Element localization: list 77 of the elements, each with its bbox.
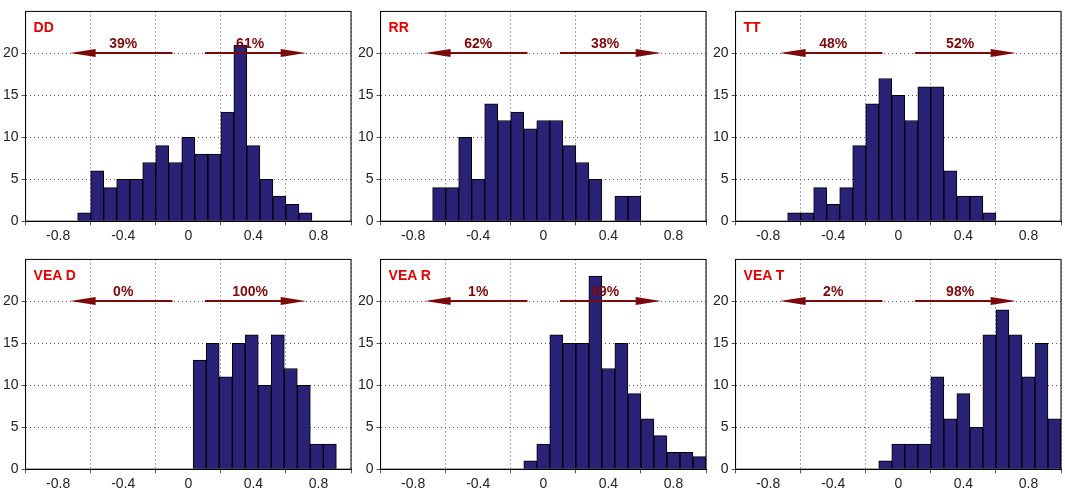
y-tick-label: 15 (357, 334, 374, 351)
x-tick-label: 0.8 (308, 475, 329, 492)
x-tick-label: 0.4 (243, 227, 264, 244)
text: DD (33, 19, 54, 36)
y-tick-label: 15 (2, 86, 19, 103)
x-tick-label: 0 (184, 227, 193, 244)
x-tick-label: -0.4 (821, 227, 846, 244)
x-tick-label: -0.8 (401, 475, 426, 492)
annotation: 52% (946, 35, 975, 52)
y-tick-label: 20 (712, 292, 729, 309)
y-tick-label: 15 (2, 334, 19, 351)
text: VEA T (743, 267, 785, 284)
annotation: 48% (819, 35, 848, 52)
x-tick-label: 0 (184, 475, 193, 492)
x-tick-label: 0 (894, 227, 903, 244)
y-tick-label: 0 (720, 460, 729, 477)
x-tick-label: -0.8 (756, 227, 781, 244)
annotation: 100% (232, 283, 269, 300)
x-tick-label: 0.4 (598, 475, 619, 492)
y-tick-label: 0 (365, 212, 374, 229)
annotation: 62% (464, 35, 493, 52)
y-tick-label: 20 (2, 292, 19, 309)
x-tick-label: -0.4 (466, 475, 491, 492)
y-tick-label: 5 (365, 170, 374, 187)
annotation: 38% (591, 35, 620, 52)
x-tick-label: 0.8 (1018, 227, 1039, 244)
x-tick-label: 0.4 (953, 227, 974, 244)
y-tick-label: 15 (712, 86, 729, 103)
x-tick-label: 0.8 (1018, 475, 1039, 492)
annotation: 39% (109, 35, 138, 52)
x-tick-label: -0.8 (46, 227, 71, 244)
x-tick-label: 0.4 (243, 475, 264, 492)
text: VEA R (388, 267, 431, 284)
y-tick-label: 10 (2, 128, 19, 145)
y-tick-label: 15 (712, 334, 729, 351)
y-tick-label: 5 (720, 418, 729, 435)
x-tick-label: 0.8 (663, 475, 684, 492)
y-tick-label: 0 (720, 212, 729, 229)
x-tick-label: 0.8 (663, 227, 684, 244)
y-tick-label: 10 (357, 128, 374, 145)
y-tick-label: 5 (10, 170, 19, 187)
x-tick-label: 0.4 (598, 227, 619, 244)
y-tick-label: 10 (2, 376, 19, 393)
x-tick-label: 0 (539, 475, 548, 492)
y-tick-label: 20 (712, 44, 729, 61)
x-tick-label: -0.4 (821, 475, 846, 492)
y-tick-label: 20 (2, 44, 19, 61)
x-tick-label: 0 (894, 475, 903, 492)
x-tick-label: -0.8 (46, 475, 71, 492)
annotation: 98% (946, 283, 975, 300)
y-tick-label: 10 (712, 128, 729, 145)
text: TT (743, 19, 762, 36)
y-tick-label: 5 (10, 418, 19, 435)
y-tick-label: 5 (365, 418, 374, 435)
annotation: 2% (823, 283, 844, 300)
x-tick-label: -0.4 (111, 475, 136, 492)
x-tick-label: -0.4 (111, 227, 136, 244)
y-tick-label: 20 (357, 44, 374, 61)
y-tick-label: 20 (357, 292, 374, 309)
y-tick-label: 15 (357, 86, 374, 103)
text: RR (388, 19, 409, 36)
y-tick-label: 0 (10, 212, 19, 229)
x-tick-label: 0 (539, 227, 548, 244)
x-tick-label: -0.8 (401, 227, 426, 244)
y-tick-label: 0 (365, 460, 374, 477)
x-tick-label: -0.4 (466, 227, 491, 244)
y-tick-label: 10 (712, 376, 729, 393)
x-tick-label: 0.4 (953, 475, 974, 492)
x-tick-label: 0.8 (308, 227, 329, 244)
text: VEA D (33, 267, 76, 284)
annotation: 0% (113, 283, 134, 300)
y-tick-label: 5 (720, 170, 729, 187)
y-tick-label: 0 (10, 460, 19, 477)
y-tick-label: 10 (357, 376, 374, 393)
annotation: 1% (468, 283, 489, 300)
x-tick-label: -0.8 (756, 475, 781, 492)
annotation: 61% (236, 35, 265, 52)
